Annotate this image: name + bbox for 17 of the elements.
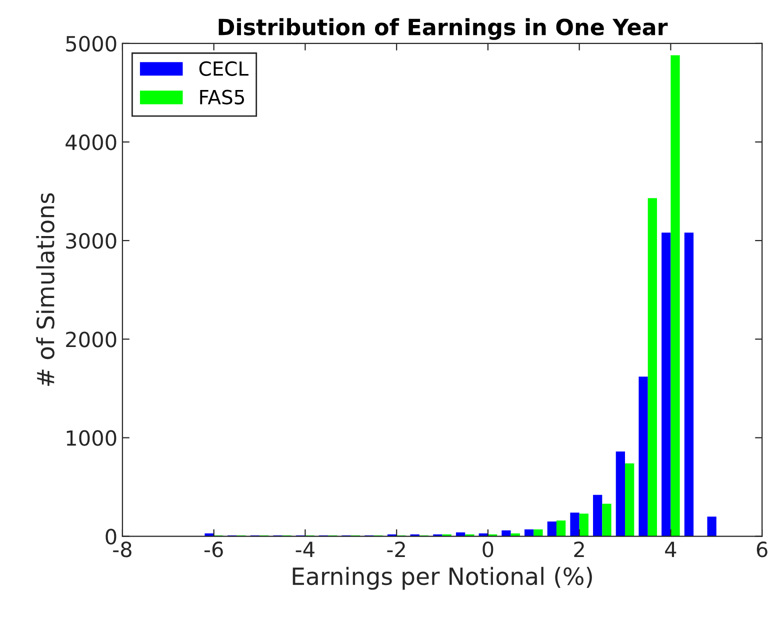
chart-title: Distribution of Earnings in One Year [218,18,668,40]
legend-label: CECL [199,61,248,76]
y-axis-title: # of Simulations [36,193,54,386]
y-tick-label: 5000 [66,36,116,52]
x-tick-label: 4 [665,542,676,557]
x-tick-label: -2 [387,542,405,557]
y-tick-label: 2000 [66,332,116,348]
x-tick-label: -4 [296,542,314,557]
x-tick-label: 2 [574,542,584,557]
y-tick-label: 3000 [66,233,116,249]
x-tick-label: -6 [204,542,223,558]
legend-label: FAS5 [200,90,244,104]
x-tick-label: 0 [482,542,494,558]
y-tick-label: 4000 [66,134,116,150]
y-tick-label: 1000 [66,430,116,446]
x-axis-title: Earnings per Notional (%) [292,566,592,590]
x-tick-label: 6 [756,542,768,558]
